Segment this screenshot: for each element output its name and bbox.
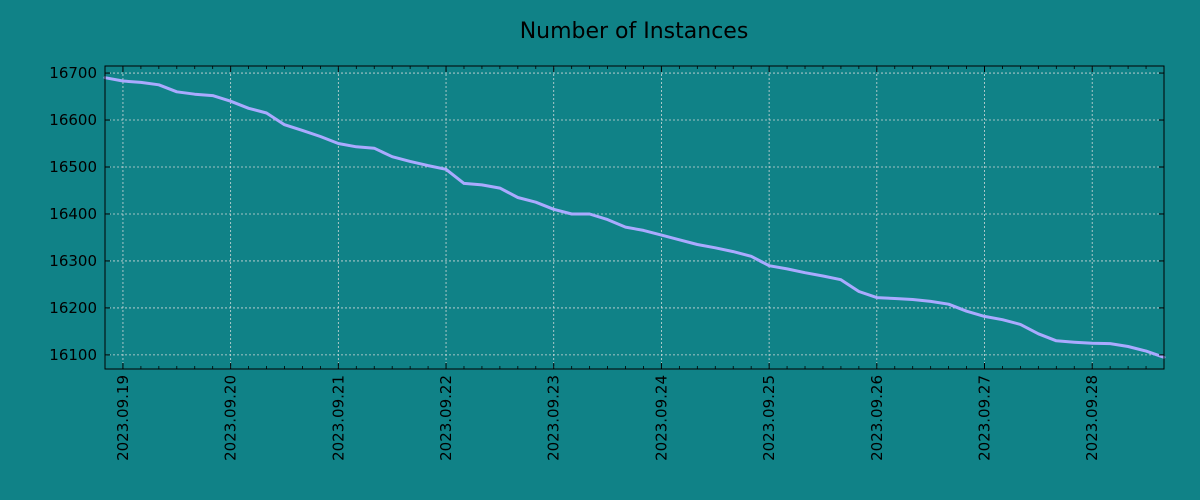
data-point	[1109, 343, 1111, 345]
data-point	[642, 229, 645, 232]
data-point	[140, 81, 142, 84]
y-tick-label: 16200	[49, 299, 97, 317]
data-point	[606, 219, 609, 221]
data-point	[319, 135, 321, 138]
data-point	[1145, 350, 1147, 352]
y-tick-label: 16600	[49, 111, 97, 129]
x-tick-label: 2023.09.27	[976, 375, 994, 461]
data-point	[1037, 333, 1039, 335]
data-point	[337, 142, 339, 145]
series-line	[103, 76, 1166, 359]
data-point	[445, 168, 447, 170]
data-point	[660, 234, 663, 236]
data-point	[571, 213, 573, 215]
data-point	[517, 196, 519, 199]
y-tick-label: 16400	[49, 205, 97, 223]
data-point	[804, 272, 806, 274]
x-tick-label: 2023.09.25	[760, 375, 778, 461]
x-tick-label: 2023.09.22	[437, 375, 455, 461]
data-point	[983, 315, 986, 317]
plot-frame	[104, 65, 1165, 370]
y-tick-label: 16100	[49, 346, 97, 364]
data-point	[732, 250, 734, 253]
data-point	[553, 208, 555, 210]
x-tick-label: 2023.09.23	[545, 375, 563, 461]
data-point	[1073, 341, 1075, 343]
data-point	[176, 91, 178, 93]
data-point	[840, 279, 842, 281]
data-point	[1019, 323, 1022, 325]
data-point	[678, 239, 680, 241]
data-point	[230, 100, 232, 102]
data-point	[265, 112, 268, 114]
data-point	[122, 80, 124, 82]
x-tick-label: 2023.09.28	[1083, 375, 1101, 461]
data-point	[948, 303, 950, 305]
y-tick-label: 16700	[49, 64, 97, 82]
data-point	[876, 296, 878, 299]
chart-title: Number of Instances	[520, 19, 749, 44]
data-point	[1055, 340, 1057, 342]
data-point	[965, 310, 968, 312]
data-point	[696, 243, 698, 246]
x-tick-label: 2023.09.19	[114, 375, 132, 461]
data-point	[391, 156, 393, 158]
y-tick-label: 16300	[49, 252, 97, 270]
data-point	[589, 213, 591, 215]
data-point	[624, 226, 627, 228]
data-point	[930, 300, 932, 302]
x-tick-label: 2023.09.21	[329, 375, 347, 461]
data-point	[427, 164, 429, 167]
data-point	[355, 146, 357, 148]
x-tick-label: 2023.09.24	[652, 375, 670, 461]
data-point	[912, 298, 914, 301]
data-point	[212, 94, 214, 97]
data-point	[786, 268, 788, 270]
data-point	[894, 297, 896, 300]
data-point	[499, 187, 501, 189]
data-point	[535, 201, 537, 203]
data-point	[301, 129, 304, 131]
data-point	[858, 290, 860, 293]
data-point	[194, 93, 196, 95]
data-point	[714, 247, 716, 249]
data-point	[409, 160, 411, 162]
data-point	[283, 124, 286, 126]
data-point	[1127, 345, 1129, 348]
plot-background	[105, 66, 1164, 369]
data-point	[1001, 319, 1004, 321]
data-point	[481, 184, 483, 186]
data-point	[768, 265, 770, 267]
data-point	[463, 182, 465, 185]
data-point	[247, 107, 250, 109]
grid-lines	[105, 66, 1164, 369]
data-point	[158, 84, 160, 86]
data-point	[750, 255, 752, 257]
axis-ticks: 16100 16200 16300 16400 16500 16600 16700 2023.…	[49, 64, 1165, 461]
data-point	[822, 275, 824, 277]
data-point	[373, 147, 375, 149]
data-point	[1091, 342, 1093, 344]
x-tick-label: 2023.09.20	[222, 375, 240, 461]
x-tick-label: 2023.09.26	[868, 375, 886, 461]
y-tick-label: 16500	[49, 158, 97, 176]
